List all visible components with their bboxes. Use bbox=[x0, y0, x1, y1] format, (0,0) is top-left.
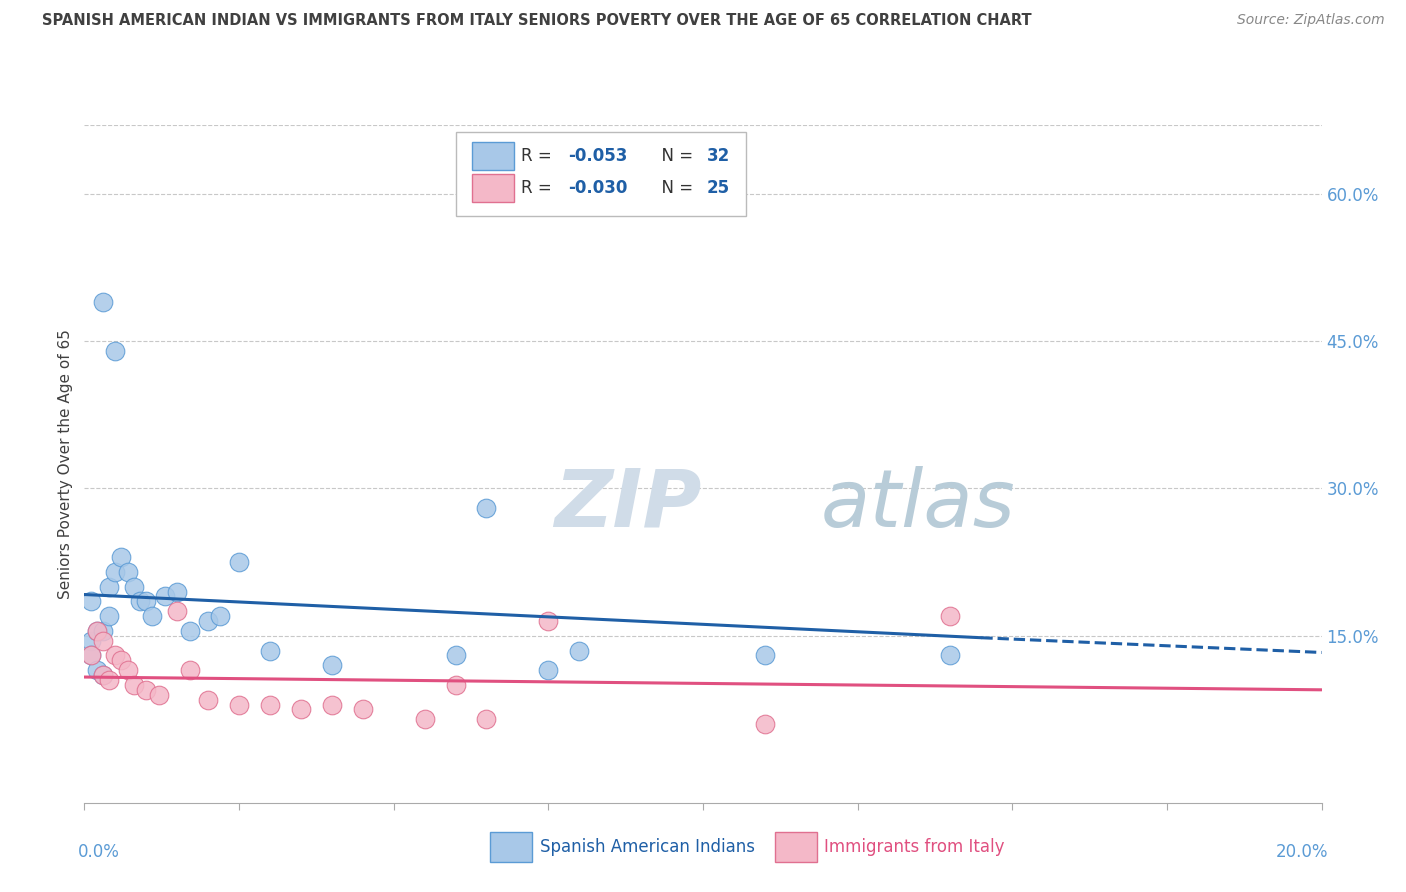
FancyBboxPatch shape bbox=[491, 832, 533, 862]
Point bbox=[537, 614, 560, 628]
Point bbox=[122, 580, 145, 594]
Text: ZIP: ZIP bbox=[554, 466, 702, 543]
FancyBboxPatch shape bbox=[456, 132, 747, 217]
Point bbox=[153, 590, 176, 604]
Point bbox=[86, 624, 108, 638]
Point bbox=[86, 663, 108, 677]
Point bbox=[98, 580, 121, 594]
Point bbox=[290, 702, 312, 716]
Point bbox=[413, 712, 436, 726]
Text: -0.030: -0.030 bbox=[568, 179, 627, 197]
Point bbox=[197, 692, 219, 706]
Text: 20.0%: 20.0% bbox=[1275, 844, 1327, 862]
Point bbox=[86, 624, 108, 638]
Point bbox=[568, 643, 591, 657]
Point bbox=[91, 633, 114, 648]
Point bbox=[352, 702, 374, 716]
Point bbox=[197, 614, 219, 628]
Point bbox=[475, 712, 498, 726]
Point bbox=[79, 648, 101, 663]
Point bbox=[939, 648, 962, 663]
FancyBboxPatch shape bbox=[471, 174, 513, 202]
Point bbox=[259, 643, 281, 657]
Point bbox=[166, 584, 188, 599]
FancyBboxPatch shape bbox=[775, 832, 817, 862]
Point bbox=[91, 668, 114, 682]
Point bbox=[209, 609, 232, 624]
Y-axis label: Seniors Poverty Over the Age of 65: Seniors Poverty Over the Age of 65 bbox=[58, 329, 73, 599]
Point bbox=[939, 609, 962, 624]
Point bbox=[98, 673, 121, 687]
Point bbox=[104, 565, 127, 579]
Point bbox=[141, 609, 163, 624]
Text: Spanish American Indians: Spanish American Indians bbox=[540, 838, 755, 855]
Point bbox=[104, 343, 127, 358]
FancyBboxPatch shape bbox=[471, 142, 513, 170]
Point bbox=[179, 663, 201, 677]
Point bbox=[166, 604, 188, 618]
Point bbox=[79, 594, 101, 608]
Point bbox=[148, 688, 170, 702]
Point bbox=[79, 633, 101, 648]
Point bbox=[135, 594, 157, 608]
Text: N =: N = bbox=[651, 147, 699, 165]
Point bbox=[117, 663, 139, 677]
Point bbox=[179, 624, 201, 638]
Point bbox=[110, 550, 132, 565]
Point bbox=[110, 653, 132, 667]
Point bbox=[321, 698, 343, 712]
Text: Source: ZipAtlas.com: Source: ZipAtlas.com bbox=[1237, 13, 1385, 28]
Point bbox=[91, 294, 114, 309]
Text: 32: 32 bbox=[707, 147, 730, 165]
Text: R =: R = bbox=[522, 147, 557, 165]
Point bbox=[537, 663, 560, 677]
Point bbox=[129, 594, 152, 608]
Point bbox=[135, 682, 157, 697]
Point bbox=[475, 501, 498, 516]
Point bbox=[122, 678, 145, 692]
Text: -0.053: -0.053 bbox=[568, 147, 627, 165]
Point bbox=[321, 658, 343, 673]
Point bbox=[104, 648, 127, 663]
Point bbox=[444, 678, 467, 692]
Point bbox=[259, 698, 281, 712]
Text: atlas: atlas bbox=[821, 466, 1015, 543]
Point bbox=[228, 555, 250, 569]
Text: SPANISH AMERICAN INDIAN VS IMMIGRANTS FROM ITALY SENIORS POVERTY OVER THE AGE OF: SPANISH AMERICAN INDIAN VS IMMIGRANTS FR… bbox=[42, 13, 1032, 29]
Point bbox=[444, 648, 467, 663]
Point bbox=[228, 698, 250, 712]
Text: N =: N = bbox=[651, 179, 699, 197]
Text: 25: 25 bbox=[707, 179, 730, 197]
Point bbox=[79, 648, 101, 663]
Point bbox=[98, 609, 121, 624]
Text: Immigrants from Italy: Immigrants from Italy bbox=[824, 838, 1005, 855]
Text: 0.0%: 0.0% bbox=[79, 844, 120, 862]
Point bbox=[91, 668, 114, 682]
Point bbox=[754, 648, 776, 663]
Point bbox=[117, 565, 139, 579]
Point bbox=[91, 624, 114, 638]
Text: R =: R = bbox=[522, 179, 557, 197]
Point bbox=[754, 717, 776, 731]
